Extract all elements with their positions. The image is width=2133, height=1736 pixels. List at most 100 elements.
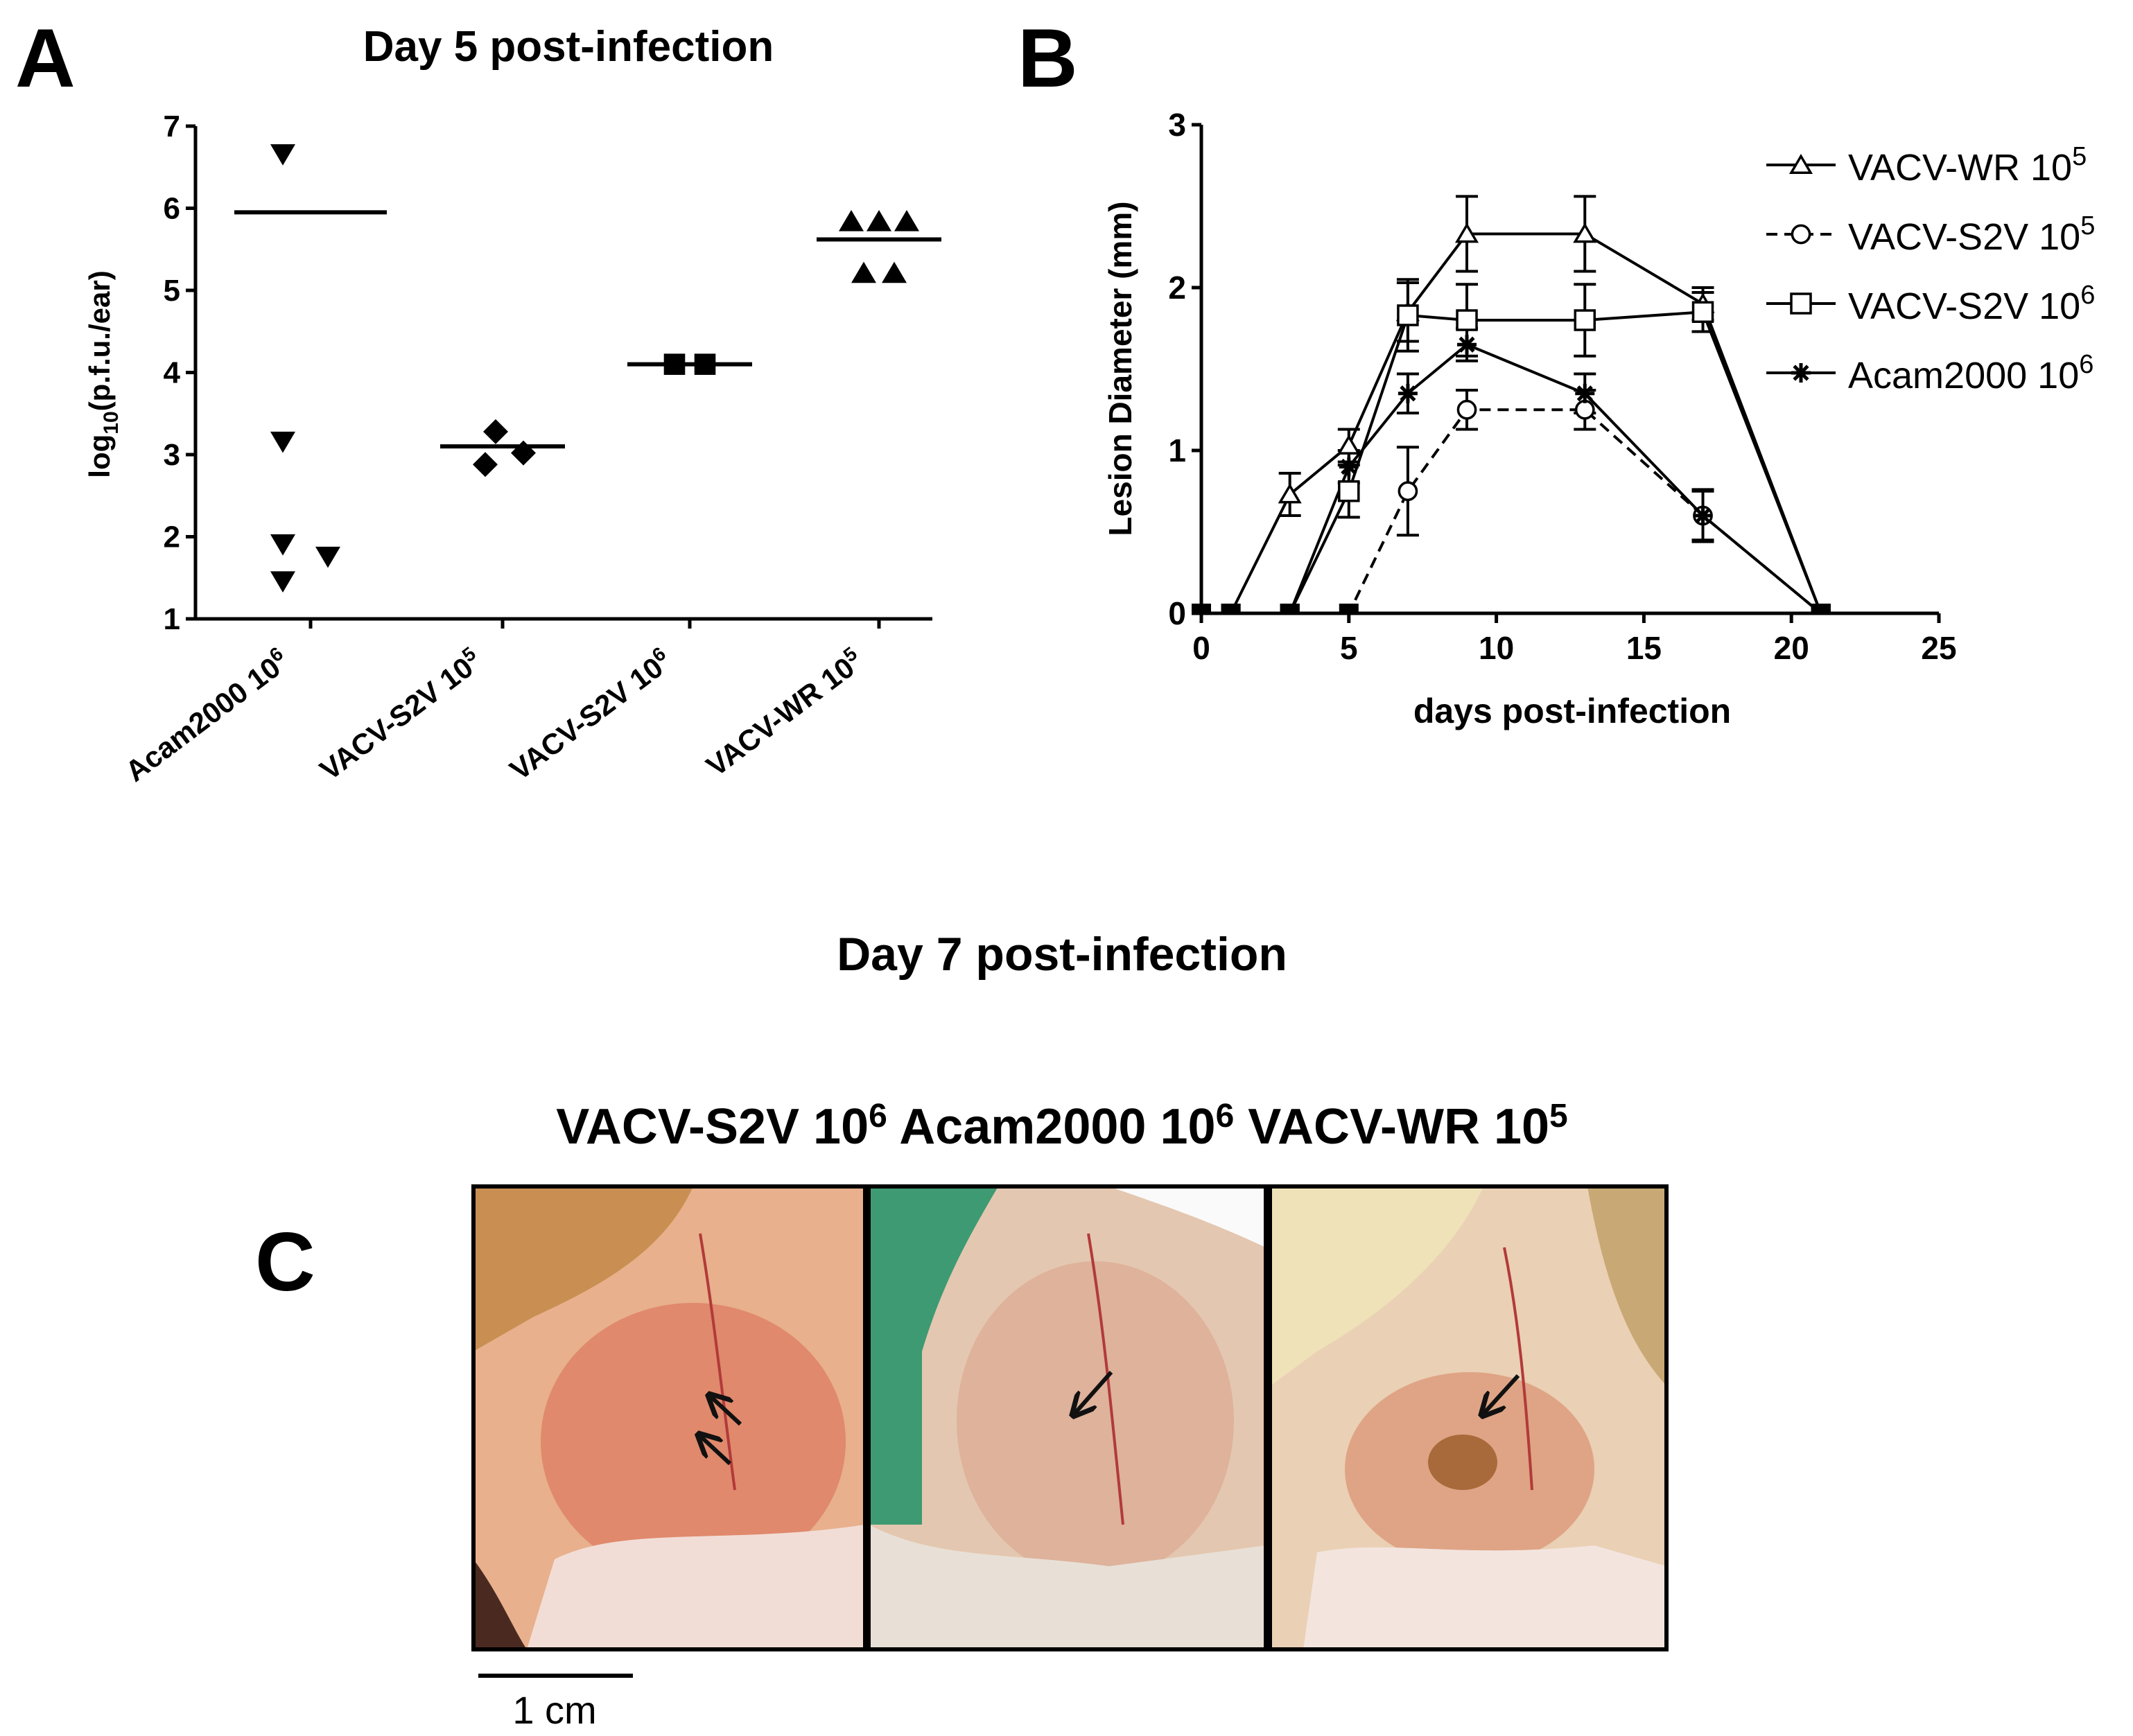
chart-b-point bbox=[1192, 604, 1211, 615]
chart-b-point bbox=[1788, 153, 1813, 174]
chart-b-point bbox=[1278, 483, 1302, 504]
chart-a-y-tick-label: 3 bbox=[164, 438, 180, 472]
chart-b-point bbox=[1339, 604, 1359, 615]
chart-b-point bbox=[1280, 604, 1300, 615]
legend-entry-label: VACV-S2V 106 bbox=[1848, 281, 2095, 327]
chart-a-y-tick-label: 6 bbox=[164, 192, 180, 226]
chart-b-point bbox=[1791, 224, 1811, 245]
chart-b-point bbox=[1791, 363, 1811, 383]
chart-b-point bbox=[1221, 604, 1241, 615]
chart-a-category-label: VACV-S2V 105 bbox=[313, 642, 488, 787]
lesion-arrow-icon bbox=[1483, 1374, 1520, 1414]
chart-b-point bbox=[1338, 480, 1360, 502]
chart-b-y-label: Lesion Diameter (mm) bbox=[1102, 201, 1138, 536]
chart-b-y-tick-label: 2 bbox=[1168, 270, 1186, 306]
chart-a-y-tick-label: 7 bbox=[164, 109, 180, 143]
photo-label-1-name: VACV-S2V bbox=[556, 1099, 799, 1155]
chart-b-x-tick-label: 0 bbox=[1192, 630, 1210, 666]
chart-a-point bbox=[894, 209, 919, 231]
panel-b: B 0 1 2 3 0 5 10 15 20 25 Lesion Diameter (mm) d… bbox=[1018, 12, 2095, 730]
panel-c: Day 7 post-infection VACV-S2V 106 Acam20… bbox=[255, 928, 1669, 1732]
chart-a-point bbox=[694, 353, 716, 375]
photo-label-3-exp: 5 bbox=[1549, 1098, 1568, 1134]
chart-b-point bbox=[1454, 222, 1479, 243]
chart-b-legend: VACV-WR 105 VACV-S2V 105 VACV-S2V 106 Acam2… bbox=[1766, 142, 2095, 396]
chart-a-point bbox=[867, 209, 891, 231]
chart-b-point bbox=[1573, 222, 1597, 243]
chart-a-point bbox=[663, 353, 686, 375]
chart-b-point bbox=[1574, 309, 1596, 331]
chart-b-series-line bbox=[1201, 408, 1822, 615]
chart-b-y-tick-label: 0 bbox=[1168, 595, 1186, 631]
chart-a-y-tick-label: 1 bbox=[164, 602, 180, 636]
chart-a-point bbox=[270, 144, 295, 166]
chart-b-x-label: days post-infection bbox=[1413, 692, 1731, 730]
chart-b-x-tick-label: 20 bbox=[1774, 630, 1809, 666]
chart-b-series-line bbox=[1201, 232, 1822, 615]
panel-label-b: B bbox=[1018, 12, 1078, 105]
chart-b-series-line bbox=[1201, 310, 1822, 615]
photo-label-2-exp: 6 bbox=[1216, 1098, 1235, 1134]
panel-label-a: A bbox=[15, 12, 76, 105]
chart-b-point bbox=[1398, 481, 1418, 502]
chart-a-point bbox=[473, 452, 498, 477]
chart-b-point bbox=[1456, 399, 1477, 420]
chart-b-point bbox=[1398, 383, 1418, 403]
panel-a: A Day 5 post-infection 1 2 3 4 5 6 7 log10(p.f… bbox=[15, 12, 941, 788]
chart-b-y-ticks: 0 1 2 3 bbox=[1168, 107, 1201, 631]
chart-b-point bbox=[1691, 301, 1714, 323]
chart-a-category-labels: Acam2000 106 VACV-S2V 105 VACV-S2V 106 V… bbox=[118, 642, 869, 788]
chart-b-point bbox=[1337, 434, 1361, 455]
photo-label-1-exp: 6 bbox=[869, 1098, 887, 1134]
panel-c-heading: Day 7 post-infection bbox=[837, 928, 1287, 981]
chart-b-x-tick-label: 10 bbox=[1479, 630, 1514, 666]
photo-labels: VACV-S2V 106 Acam2000 106 VACV-WR 105 bbox=[556, 1098, 1567, 1155]
lesion-arrow-icon bbox=[1074, 1371, 1113, 1414]
chart-a-title: Day 5 post-infection bbox=[363, 23, 774, 71]
ear-photo-acam2000 bbox=[867, 1184, 1268, 1651]
chart-b-y-tick-label: 3 bbox=[1168, 107, 1186, 143]
chart-b-x-ticks: 0 5 10 15 20 25 bbox=[1192, 613, 1957, 666]
chart-a-y-label: log10(p.f.u./ear) bbox=[83, 270, 123, 477]
chart-a-x-ticks bbox=[308, 619, 881, 629]
photo-label-3-name: VACV-WR bbox=[1248, 1099, 1480, 1155]
lesion-arrow-icon bbox=[711, 1396, 742, 1426]
chart-a-point bbox=[882, 261, 907, 283]
chart-a-category-label: Acam2000 106 bbox=[118, 642, 295, 788]
chart-b-point bbox=[1574, 399, 1595, 420]
chart-b-point bbox=[1397, 304, 1419, 326]
ear-photo-vacv-wr bbox=[1268, 1184, 1669, 1651]
chart-b-point bbox=[1457, 335, 1477, 355]
chart-b-series bbox=[1192, 195, 1831, 615]
photo-label-2-name: Acam2000 bbox=[899, 1099, 1146, 1155]
ear-photo-vacv-s2v bbox=[471, 1184, 867, 1651]
chart-a-y-tick-label: 4 bbox=[164, 356, 181, 390]
chart-a-y-tick-label: 5 bbox=[164, 274, 180, 308]
chart-b-point bbox=[1811, 604, 1831, 615]
chart-b-series-line bbox=[1201, 342, 1822, 615]
chart-a-category-label: VACV-S2V 106 bbox=[503, 642, 678, 787]
chart-a-point bbox=[839, 209, 864, 231]
chart-a-point bbox=[315, 546, 340, 568]
scale-bar-label: 1 cm bbox=[512, 1688, 596, 1732]
chart-a-point bbox=[270, 534, 295, 556]
chart-a-y-ticks: 1 2 3 4 5 6 7 bbox=[164, 109, 195, 636]
chart-b-x-tick-label: 5 bbox=[1340, 630, 1358, 666]
chart-a-marks bbox=[234, 144, 941, 593]
chart-a-point bbox=[851, 261, 876, 283]
chart-a-category-label: VACV-WR 105 bbox=[699, 642, 869, 782]
chart-a-point bbox=[511, 440, 536, 466]
chart-a-point bbox=[483, 419, 508, 444]
chart-b-point bbox=[1790, 292, 1812, 315]
chart-b-x-tick-label: 25 bbox=[1921, 630, 1956, 666]
chart-a-y-tick-label: 2 bbox=[164, 520, 180, 554]
legend-entry-label: Acam2000 106 bbox=[1848, 350, 2093, 396]
chart-b-point bbox=[1339, 457, 1359, 477]
legend-entry-label: VACV-WR 105 bbox=[1848, 142, 2087, 188]
legend-entry-label: VACV-S2V 105 bbox=[1848, 211, 2095, 258]
chart-b-point bbox=[1456, 309, 1478, 331]
chart-b-x-tick-label: 15 bbox=[1626, 630, 1662, 666]
panel-label-c: C bbox=[255, 1216, 315, 1308]
chart-b-point bbox=[1693, 506, 1713, 525]
